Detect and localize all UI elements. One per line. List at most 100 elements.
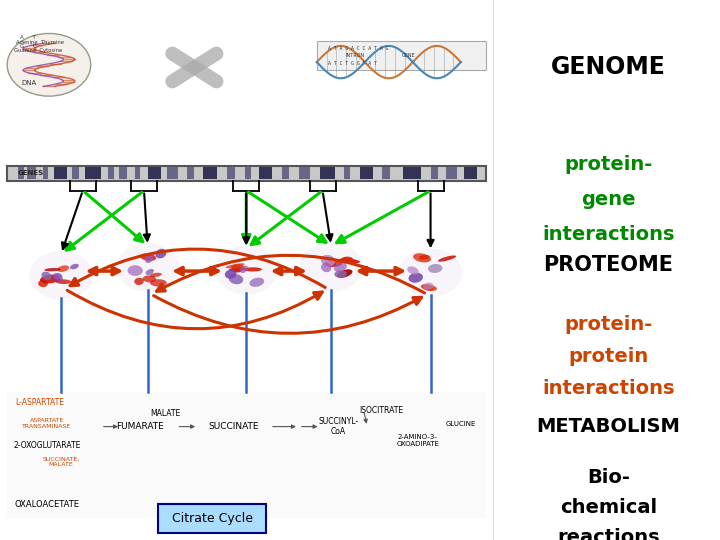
Text: GENE: GENE bbox=[402, 53, 415, 58]
Text: chemical: chemical bbox=[560, 498, 657, 517]
Ellipse shape bbox=[38, 280, 48, 287]
Ellipse shape bbox=[156, 249, 166, 259]
Ellipse shape bbox=[231, 264, 245, 272]
Ellipse shape bbox=[300, 243, 363, 292]
Text: Adenine  Thymine: Adenine Thymine bbox=[16, 40, 64, 45]
Ellipse shape bbox=[140, 253, 156, 261]
FancyArrowPatch shape bbox=[70, 249, 325, 287]
FancyBboxPatch shape bbox=[7, 392, 486, 518]
Ellipse shape bbox=[249, 278, 264, 287]
Text: GLUCINE: GLUCINE bbox=[446, 421, 476, 427]
Bar bbox=[282, 167, 289, 179]
Ellipse shape bbox=[58, 265, 69, 272]
Ellipse shape bbox=[321, 263, 331, 272]
Text: MALATE: MALATE bbox=[150, 409, 181, 417]
Bar bbox=[360, 167, 373, 179]
Ellipse shape bbox=[42, 272, 52, 280]
Text: A     T: A T bbox=[20, 36, 36, 40]
Ellipse shape bbox=[229, 274, 243, 284]
Text: 2-OXOGLUTARATE: 2-OXOGLUTARATE bbox=[13, 441, 81, 450]
Ellipse shape bbox=[229, 268, 241, 273]
FancyArrowPatch shape bbox=[67, 291, 323, 329]
Ellipse shape bbox=[127, 265, 143, 276]
Ellipse shape bbox=[334, 262, 347, 272]
Text: ASPARTATE
TRANSAMINASE: ASPARTATE TRANSAMINASE bbox=[22, 418, 71, 429]
Ellipse shape bbox=[331, 260, 343, 267]
Bar bbox=[464, 167, 477, 179]
Bar bbox=[167, 167, 178, 179]
Ellipse shape bbox=[145, 269, 154, 275]
FancyArrowPatch shape bbox=[153, 295, 421, 333]
Text: Bio-: Bio- bbox=[587, 468, 630, 488]
Circle shape bbox=[7, 33, 91, 96]
Text: protein-: protein- bbox=[564, 155, 652, 174]
Ellipse shape bbox=[423, 282, 433, 290]
Text: 2-AMINO-3-
OXOADIPATE: 2-AMINO-3- OXOADIPATE bbox=[396, 434, 439, 447]
Ellipse shape bbox=[419, 255, 430, 260]
Bar bbox=[148, 167, 161, 179]
Text: A T A G A C C A T A G: A T A G A C C A T A G bbox=[328, 46, 388, 51]
Ellipse shape bbox=[143, 275, 156, 282]
Text: INTRON: INTRON bbox=[346, 53, 365, 58]
FancyArrowPatch shape bbox=[157, 255, 425, 293]
Ellipse shape bbox=[325, 260, 336, 267]
Text: protein: protein bbox=[568, 347, 649, 366]
Ellipse shape bbox=[408, 273, 423, 283]
Ellipse shape bbox=[243, 267, 262, 272]
FancyBboxPatch shape bbox=[317, 40, 486, 70]
Text: SUCCINATE: SUCCINATE bbox=[209, 422, 259, 431]
Ellipse shape bbox=[399, 248, 462, 297]
FancyBboxPatch shape bbox=[7, 166, 486, 181]
Text: interactions: interactions bbox=[542, 225, 675, 245]
Ellipse shape bbox=[215, 246, 278, 294]
Bar bbox=[203, 167, 217, 179]
Text: Citrate Cycle: Citrate Cycle bbox=[172, 512, 253, 525]
Text: interactions: interactions bbox=[542, 379, 675, 399]
Text: reactions: reactions bbox=[557, 528, 660, 540]
Text: PROTEOME: PROTEOME bbox=[544, 254, 673, 275]
Ellipse shape bbox=[240, 266, 248, 273]
Ellipse shape bbox=[150, 273, 162, 277]
Ellipse shape bbox=[428, 264, 442, 273]
Ellipse shape bbox=[423, 285, 433, 291]
Ellipse shape bbox=[53, 273, 62, 279]
Bar bbox=[227, 167, 235, 179]
Text: A T C T G G T A T: A T C T G G T A T bbox=[328, 61, 377, 66]
Text: protein-: protein- bbox=[564, 314, 652, 334]
Bar bbox=[119, 167, 127, 179]
Ellipse shape bbox=[70, 264, 78, 269]
Bar bbox=[299, 167, 310, 179]
Ellipse shape bbox=[233, 267, 243, 271]
Text: gene: gene bbox=[581, 190, 636, 210]
Ellipse shape bbox=[55, 279, 71, 284]
Text: SUCCINATE,
MALATE: SUCCINATE, MALATE bbox=[42, 456, 80, 467]
Bar bbox=[54, 167, 67, 179]
Bar bbox=[403, 167, 421, 179]
Bar bbox=[85, 167, 101, 179]
Bar bbox=[187, 167, 194, 179]
Text: OXALOACETATE: OXALOACETATE bbox=[14, 501, 79, 509]
Ellipse shape bbox=[321, 255, 335, 266]
Text: FUMARATE: FUMARATE bbox=[117, 422, 164, 431]
Bar bbox=[245, 167, 251, 179]
Ellipse shape bbox=[337, 269, 353, 278]
Ellipse shape bbox=[150, 279, 167, 286]
Ellipse shape bbox=[338, 258, 360, 264]
Bar bbox=[27, 167, 36, 179]
Ellipse shape bbox=[438, 255, 456, 262]
Text: SUCCINYL-
CoA: SUCCINYL- CoA bbox=[318, 417, 359, 436]
Ellipse shape bbox=[45, 268, 60, 272]
Bar bbox=[135, 167, 140, 179]
Ellipse shape bbox=[53, 273, 63, 282]
Bar bbox=[43, 167, 48, 179]
Bar bbox=[72, 167, 79, 179]
Bar bbox=[446, 167, 457, 179]
Bar bbox=[259, 167, 272, 179]
Ellipse shape bbox=[40, 275, 60, 284]
Bar bbox=[320, 167, 335, 179]
Ellipse shape bbox=[341, 256, 354, 262]
Text: GENES: GENES bbox=[18, 170, 44, 177]
Text: Guanine  Cytosine: Guanine Cytosine bbox=[14, 49, 63, 53]
Ellipse shape bbox=[225, 264, 245, 268]
Ellipse shape bbox=[420, 284, 437, 291]
